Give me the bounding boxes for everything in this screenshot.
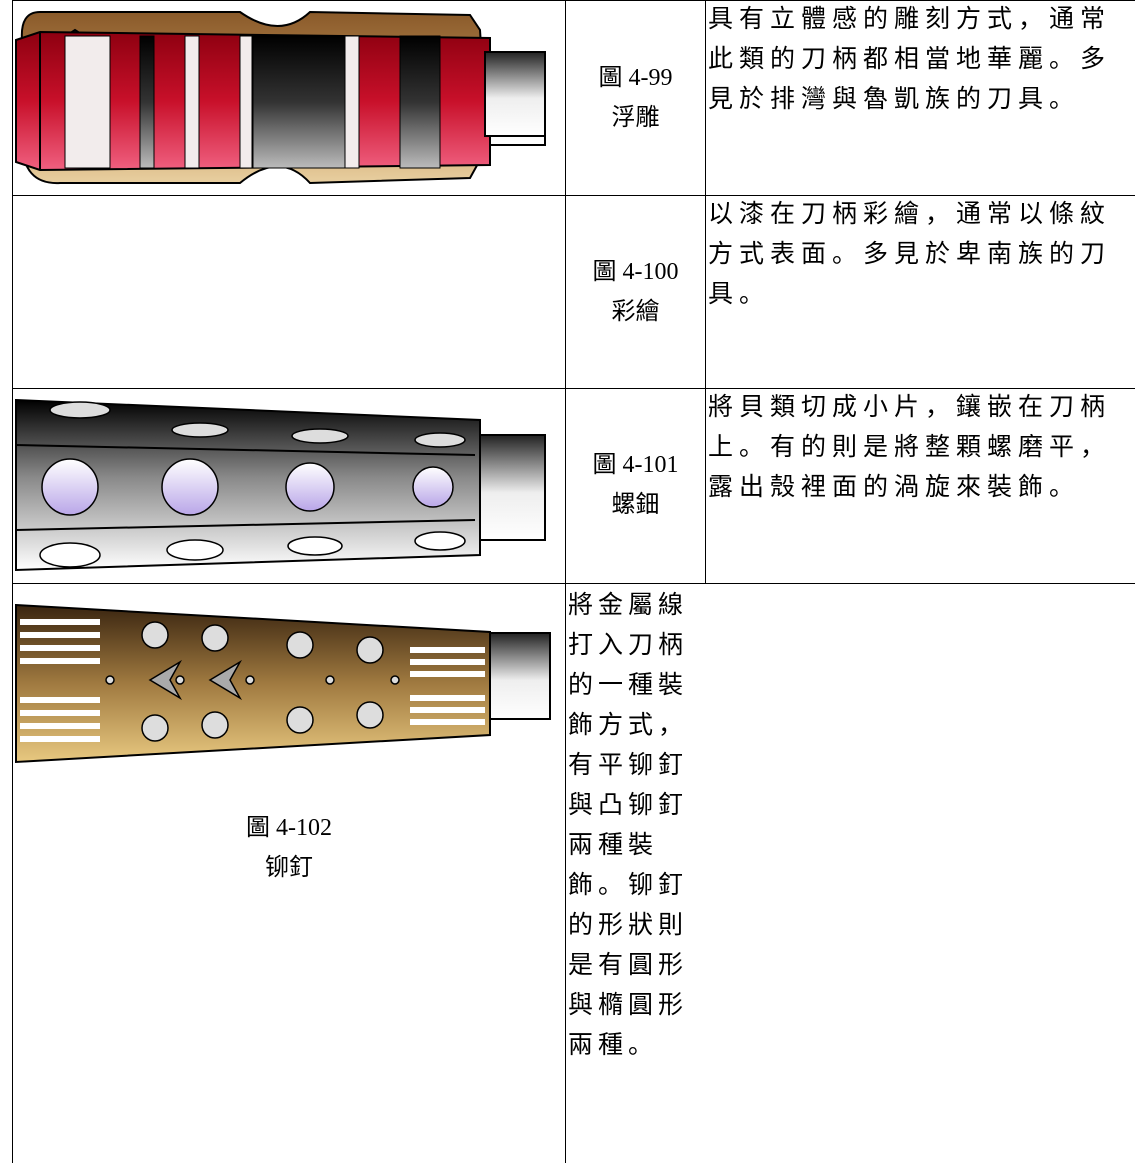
figure-name: 彩繪: [611, 299, 660, 325]
caption: 圖 4-102 铆釘: [13, 808, 565, 888]
rule: [12, 583, 1135, 584]
caption: 圖 4-101 螺鈿: [566, 445, 705, 525]
figure-number: 圖 4-101: [592, 452, 679, 478]
rule: [565, 0, 566, 1163]
description: 以漆在刀柄彩繪，通常以條紋方式表面。多見於卑南族的刀具。: [708, 201, 1112, 308]
figure-number: 圖 4-102: [246, 815, 332, 841]
rule: [12, 195, 1135, 196]
rule: [12, 388, 1135, 389]
figure-name: 铆釘: [265, 855, 313, 881]
figure-number: 圖 4-99: [598, 65, 673, 91]
rule: [705, 0, 706, 583]
figure-name: 浮雕: [611, 105, 660, 131]
description: 具有立體感的雕刻方式，通常此類的刀柄都相當地華麗。多見於排灣與魯凱族的刀具。: [708, 6, 1112, 113]
description: 將貝類切成小片，鑲嵌在刀柄上。有的則是將整顆螺磨平，露出殼裡面的渦旋來裝飾。: [708, 394, 1112, 501]
caption: 圖 4-99 浮雕: [566, 58, 705, 138]
rule: [12, 0, 13, 1163]
description: 將金屬線打入刀柄的一種裝飾方式，有平铆釘與凸铆釘兩種裝飾。铆釘的形狀則是有圓形與…: [568, 592, 689, 1059]
figure-name: 螺鈿: [611, 492, 660, 518]
caption: 圖 4-100 彩繪: [566, 252, 705, 332]
rule: [12, 0, 1135, 1]
figure-number: 圖 4-100: [592, 259, 679, 285]
